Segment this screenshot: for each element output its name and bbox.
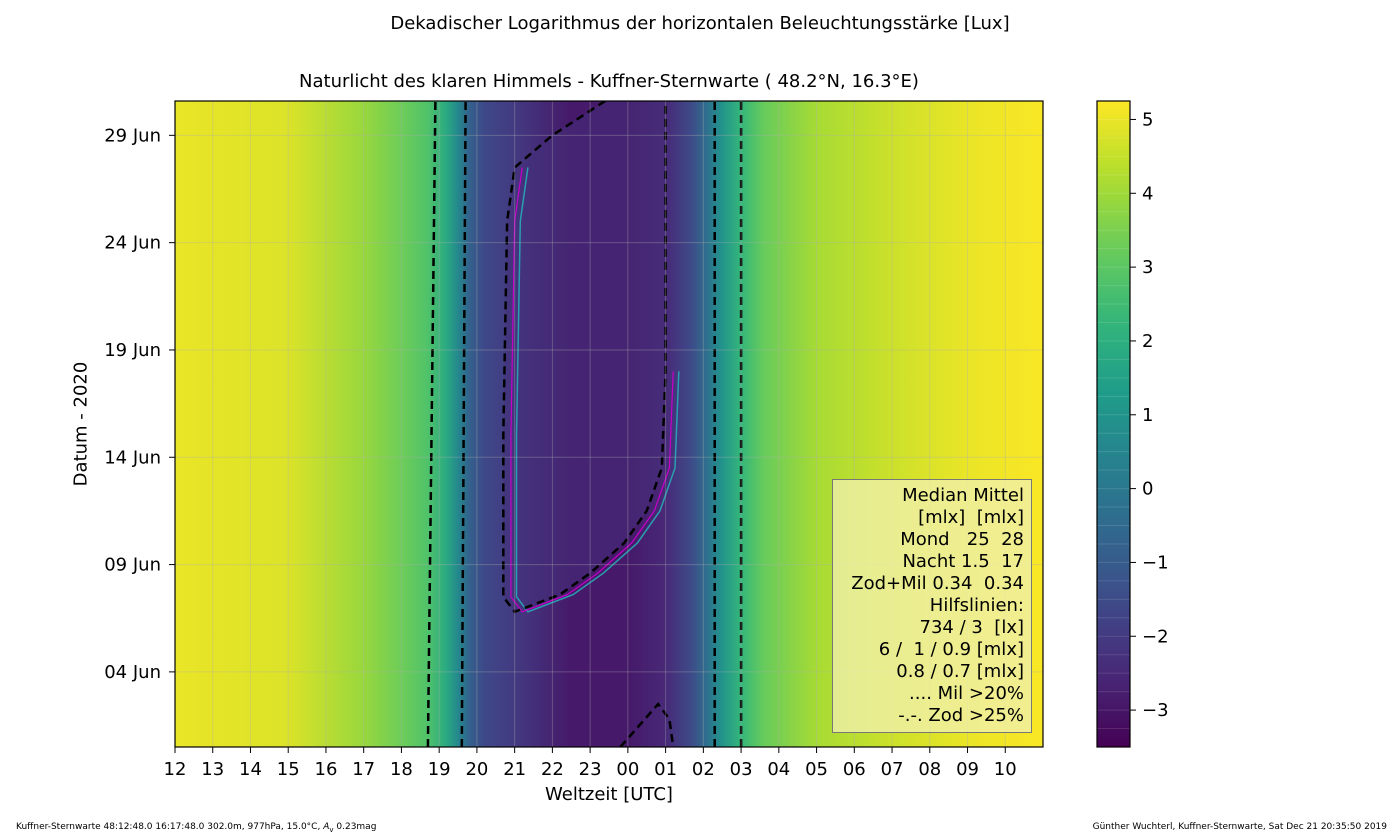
colorbar-tick-label: 4 bbox=[1142, 183, 1153, 204]
x-tick-label: 23 bbox=[579, 759, 602, 780]
x-tick-label: 19 bbox=[428, 759, 451, 780]
plot-frame bbox=[174, 100, 1044, 748]
x-tick-label: 18 bbox=[390, 759, 413, 780]
x-tick-label: 04 bbox=[767, 759, 790, 780]
x-tick-label: 20 bbox=[465, 759, 488, 780]
x-tick-label: 17 bbox=[352, 759, 375, 780]
x-tick-label: 07 bbox=[881, 759, 904, 780]
colorbar-tick-label: 0 bbox=[1142, 479, 1153, 500]
y-tick-label: 19 Jun bbox=[104, 340, 161, 361]
y-tick-label: 24 Jun bbox=[104, 233, 161, 254]
footer-right: Günther Wuchterl, Kuffner-Sternwarte, Sa… bbox=[1092, 822, 1387, 832]
colorbar-tick-label: 3 bbox=[1142, 257, 1153, 278]
legend-line: .... Mil >20% bbox=[909, 683, 1024, 704]
legend-line: 0.8 / 0.7 [mlx] bbox=[896, 661, 1024, 682]
colorbar bbox=[1097, 101, 1130, 747]
x-tick-label: 12 bbox=[164, 759, 187, 780]
x-tick-label: 16 bbox=[315, 759, 338, 780]
x-tick-label: 10 bbox=[994, 759, 1017, 780]
x-tick-label: 03 bbox=[730, 759, 753, 780]
y-tick-label: 29 Jun bbox=[104, 125, 161, 146]
y-tick-label: 14 Jun bbox=[104, 447, 161, 468]
x-tick-label: 00 bbox=[616, 759, 639, 780]
x-tick-label: 01 bbox=[654, 759, 677, 780]
y-tick-label: 09 Jun bbox=[104, 555, 161, 576]
milkyway-contour bbox=[510, 167, 674, 613]
colorbar-tick-label: 2 bbox=[1142, 331, 1153, 352]
contour-outer-left-utc bbox=[426, 101, 437, 747]
figure-suptitle: Dekadischer Logarithmus der horizontalen… bbox=[390, 13, 1010, 34]
x-tick-label: 21 bbox=[503, 759, 526, 780]
legend-line: Hilfslinien: bbox=[929, 595, 1024, 616]
y-axis-label: Datum - 2020 bbox=[70, 361, 92, 487]
colorbar-tick-label: −3 bbox=[1142, 700, 1169, 721]
legend-box: Median Mittel [mlx] [mlx] Mond 25 28 Nacht … bbox=[832, 479, 1032, 733]
contour-moon-region bbox=[502, 101, 667, 614]
moon-contour bbox=[515, 167, 680, 613]
x-tick-label: 05 bbox=[805, 759, 828, 780]
colorbar-frame bbox=[1096, 100, 1131, 748]
chart-title: Naturlicht des klaren Himmels - Kuffner-… bbox=[299, 71, 919, 92]
x-tick-label: 14 bbox=[239, 759, 262, 780]
y-tick-label: 04 Jun bbox=[104, 662, 161, 683]
dark-night-region bbox=[503, 101, 666, 612]
legend-line: -.-. Zod >25% bbox=[898, 705, 1024, 726]
contour-bottom-dip bbox=[619, 702, 675, 747]
legend-line: Nacht 1.5 17 bbox=[902, 551, 1024, 572]
x-tick-label: 13 bbox=[201, 759, 224, 780]
x-tick-label: 15 bbox=[277, 759, 300, 780]
x-tick-label: 02 bbox=[692, 759, 715, 780]
x-tick-label: 09 bbox=[956, 759, 979, 780]
legend-line: Mond 25 28 bbox=[900, 529, 1024, 550]
legend-line: 6 / 1 / 0.9 [mlx] bbox=[878, 639, 1024, 660]
colorbar-tick-label: 1 bbox=[1142, 405, 1153, 426]
colorbar-tick-label: −1 bbox=[1142, 552, 1169, 573]
colorbar-tick-label: −2 bbox=[1142, 626, 1169, 647]
legend-line: Median Mittel bbox=[902, 485, 1024, 506]
legend-line: [mlx] [mlx] bbox=[918, 507, 1024, 528]
x-axis-label: Weltzeit [UTC] bbox=[545, 784, 673, 805]
x-tick-label: 08 bbox=[918, 759, 941, 780]
contour-inner-left-utc bbox=[460, 101, 467, 747]
x-tick-label: 22 bbox=[541, 759, 564, 780]
legend-line: Zod+Mil 0.34 0.34 bbox=[851, 573, 1024, 594]
colorbar-tick-label: 5 bbox=[1142, 109, 1153, 130]
legend-line: 734 / 3 [lx] bbox=[919, 617, 1024, 638]
x-tick-label: 06 bbox=[843, 759, 866, 780]
footer-left: Kuffner-Sternwarte 48:12:48.0 16:17:48.0… bbox=[16, 822, 377, 834]
